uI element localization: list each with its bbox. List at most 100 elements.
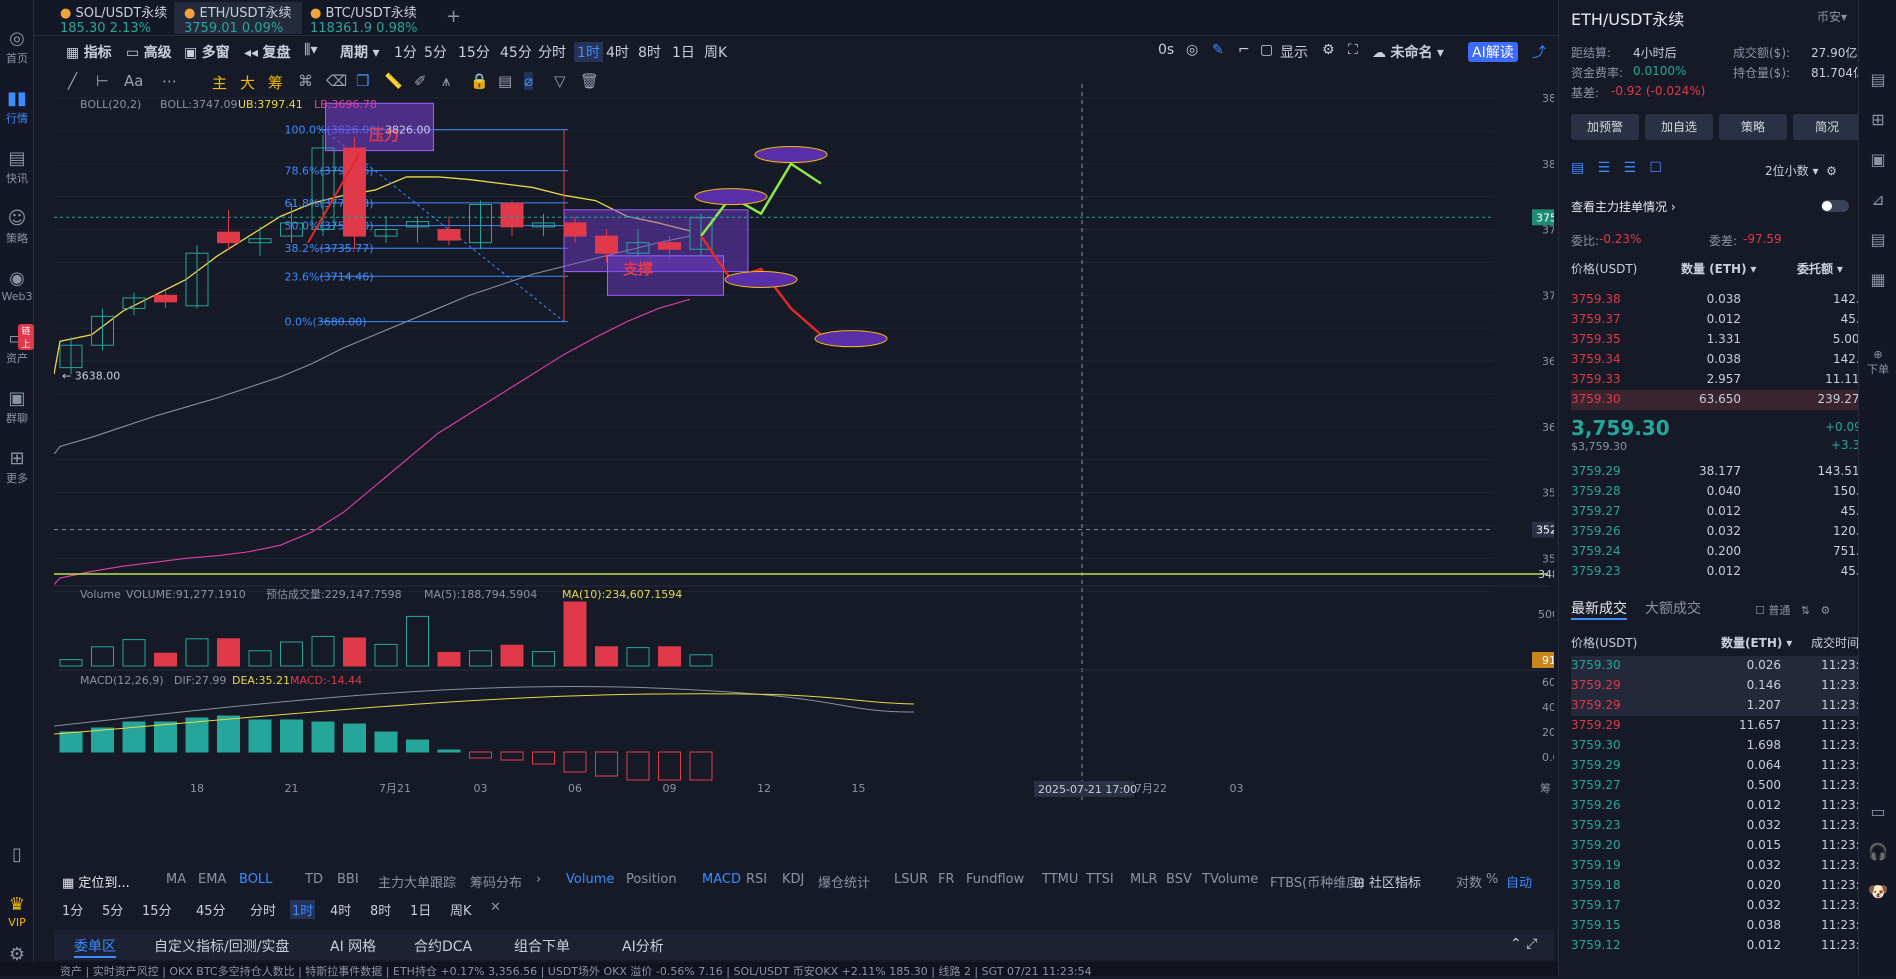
interval-5m[interactable]: 5分 [424, 45, 447, 61]
sub-ind-FR[interactable]: FR [938, 872, 955, 887]
main-ind-筹码分布[interactable]: 筹码分布 [470, 876, 523, 891]
share-icon[interactable]: ⤴ [1532, 45, 1546, 61]
trend-line-icon[interactable]: ╱ [68, 72, 78, 90]
ruler-icon[interactable]: 📏 [384, 72, 403, 90]
big-order-button[interactable]: 大 [240, 74, 256, 92]
side-icons[interactable]: ▤ ⊞ ▣ ⊿ ▤ ▦ [1870, 70, 1886, 289]
image-icon[interactable]: ▤ [498, 72, 513, 90]
ask-row[interactable]: 3759.370.01245.11 [1571, 310, 1881, 330]
bid-row[interactable]: 3759.29 38.177 143.518K [1571, 462, 1881, 482]
tab-eth[interactable]: ● ETH/USDT永续 3759.01 0.09% [174, 2, 302, 36]
tab-sol[interactable]: ● SOL/USDT永续 185.30 2.13% [50, 2, 177, 36]
tf-3[interactable]: 45分 [196, 904, 226, 919]
multi-window-button[interactable]: ▣ 多窗 [184, 45, 230, 61]
tcol-qty[interactable]: 数量(ETH) ▾ [1721, 636, 1793, 650]
crop-icon[interactable]: ⌐ [1238, 42, 1250, 58]
ask-row[interactable]: 3759.34 0.038 142.85 [1571, 350, 1881, 370]
sub-ind-Volume[interactable]: Volume [566, 872, 615, 887]
phone-icon[interactable]: ▯ [12, 844, 22, 865]
tf-9[interactable]: 周K [450, 904, 472, 919]
strategy-button[interactable]: 策略 [1719, 114, 1787, 140]
tf-5[interactable]: 1时 [290, 900, 316, 919]
pattern-icon[interactable]: ⩚ [442, 72, 451, 90]
ask-row[interactable]: 3759.35 1.331 5.004K [1571, 330, 1881, 350]
main-orders-toggle[interactable] [1821, 200, 1849, 212]
place-order-button[interactable]: ⊕ 下单 [1867, 348, 1889, 376]
decimals-dropdown[interactable]: 2位小数 ▾ ⚙ [1765, 164, 1837, 178]
tab-big-trades[interactable]: 大额成交 [1645, 601, 1701, 617]
community-indicators[interactable]: ⊞ 社区指标 [1354, 876, 1422, 891]
add-watch-button[interactable]: 加自选 [1645, 114, 1713, 140]
fullscreen-icon[interactable]: ⛶ [1348, 42, 1358, 58]
main-orders-link[interactable]: 查看主力挂单情况 › [1571, 200, 1676, 214]
order-tab-1[interactable]: 自定义指标/回测/实盘 [154, 939, 290, 955]
expand-icon[interactable]: ⌃ ⤢ [1510, 936, 1538, 952]
percent-scale[interactable]: % [1486, 872, 1499, 887]
nav-item-chat[interactable]: ▣ 群聊 [0, 388, 34, 426]
col-qty[interactable]: 数量 (ETH) ▾ [1681, 262, 1757, 276]
replay-button[interactable]: ◂◂ 复盘 [244, 45, 291, 61]
more-tools-icon[interactable]: ⋯ [162, 72, 177, 90]
tf-2[interactable]: 15分 [142, 904, 172, 919]
chip-button[interactable]: 筹 [268, 74, 284, 92]
sub-ind-TTMU[interactable]: TTMU [1042, 872, 1079, 887]
normal-checkbox[interactable]: ☐ 普通 ⇅ ⚙ [1755, 604, 1831, 617]
nav-item-grid[interactable]: ⊞ 更多 [0, 448, 34, 486]
strategy-icon[interactable]: ⌘ [298, 72, 313, 90]
order-tab-5[interactable]: AI分析 [622, 939, 664, 955]
nav-item-logo[interactable]: ◎ 首页 [0, 28, 34, 66]
interval-8h[interactable]: 8时 [638, 45, 661, 61]
h-line-icon[interactable]: ⊢ [96, 72, 110, 90]
display-button[interactable]: 显示 [1280, 45, 1308, 61]
tf-4[interactable]: 分时 [250, 904, 277, 919]
sub-ind-[interactable]: 爆仓统计 [818, 876, 871, 891]
interval-4h[interactable]: 4时 [606, 45, 629, 61]
tf-6[interactable]: 4时 [330, 904, 352, 919]
eraser-icon[interactable]: ⌫ [326, 72, 348, 90]
sub-ind-BSV[interactable]: BSV [1166, 872, 1192, 887]
add-alert-button[interactable]: 加预警 [1571, 114, 1639, 140]
interval-week[interactable]: 周K [704, 45, 728, 61]
main-ind-EMA[interactable]: EMA [198, 872, 227, 887]
main-ind-MA[interactable]: MA [166, 872, 187, 887]
interval-line[interactable]: 分时 [538, 45, 566, 61]
copy-icon[interactable]: ❐ [356, 72, 370, 90]
nav-item-wallet[interactable]: ▭ 资产 链上 [0, 324, 34, 366]
sub-ind-TVolume[interactable]: TVolume [1202, 872, 1259, 887]
display-icon[interactable]: ▢ [1260, 42, 1274, 58]
sub-ind-TTSI[interactable]: TTSI [1086, 872, 1114, 887]
overview-button[interactable]: 简况 [1793, 114, 1861, 140]
exchange-dropdown[interactable]: 币安▾ [1817, 10, 1848, 24]
sub-ind-Position[interactable]: Position [626, 872, 677, 887]
bid-row[interactable]: 3759.230.01245.11 [1571, 562, 1881, 582]
tf-1[interactable]: 5分 [102, 904, 124, 919]
add-tab-icon[interactable]: + [446, 6, 462, 27]
main-ind-TD[interactable]: TD [305, 872, 323, 887]
interval-45m[interactable]: 45分 [500, 45, 532, 61]
main-ind-主力大单跟踪[interactable]: 主力大单跟踪 [378, 876, 457, 891]
bid-row[interactable]: 3759.24 0.200 751.85 [1571, 542, 1881, 562]
vip-icon[interactable]: ♛ VIP [8, 894, 26, 929]
tab-btc[interactable]: ● BTC/USDT永续 118361.9 0.98% [300, 2, 427, 36]
sub-ind-LSUR[interactable]: LSUR [894, 872, 929, 887]
bid-row[interactable]: 3759.26 0.032 120.30 [1571, 522, 1881, 542]
more-sub-icon[interactable]: › [1394, 872, 1400, 887]
tf-0[interactable]: 1分 [62, 904, 84, 919]
advanced-button[interactable]: ▭ 高级 [126, 45, 172, 61]
bid-row[interactable]: 3759.270.01245.11 [1571, 502, 1881, 522]
tf-7[interactable]: 8时 [370, 904, 392, 919]
sub-ind-RSI[interactable]: RSI [746, 872, 768, 887]
tab-latest-trades[interactable]: 最新成交 [1571, 598, 1627, 620]
main-ind-BOLL[interactable]: BOLL [239, 872, 273, 887]
order-tab-2[interactable]: AI 网格 [330, 939, 377, 955]
main-force-button[interactable]: 主 [212, 74, 228, 92]
trash-icon[interactable]: 🗑 [580, 72, 600, 90]
text-icon[interactable]: Aa [124, 72, 144, 90]
refresh-rate[interactable]: 0s [1158, 42, 1175, 58]
book-view-icons[interactable]: ▤ ☰ ☰ ☐ [1571, 160, 1662, 176]
interval-1m[interactable]: 1分 [394, 45, 417, 61]
ask-row[interactable]: 3759.30 63.650 239.279K [1571, 390, 1881, 410]
settings-icon[interactable]: ⚙ [1322, 42, 1335, 58]
nav-item-robot[interactable]: ☺ 策略 [0, 208, 34, 246]
order-tab-3[interactable]: 合约DCA [414, 939, 473, 955]
